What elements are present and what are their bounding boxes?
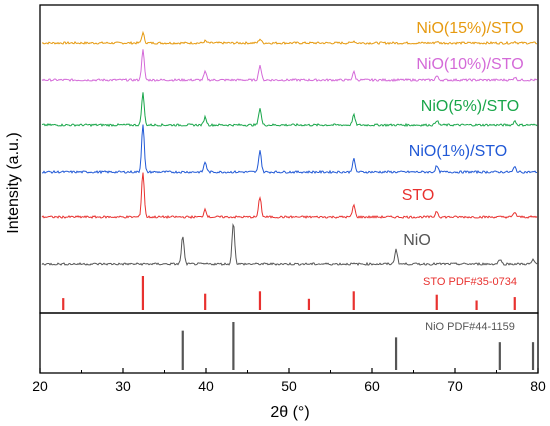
reference-label-0: STO PDF#35-0734	[423, 276, 517, 288]
series-label-2: NiO(5%)/STO	[421, 98, 519, 115]
series-line-1	[41, 49, 538, 83]
series-line-0	[41, 30, 538, 45]
y-axis-title: Intensity (a.u.)	[5, 132, 22, 233]
series-line-5	[41, 223, 538, 267]
series-label-4: STO	[402, 187, 435, 204]
reference-pattern-lines: STO PDF#35-0734 NiO PDF#44-1159	[62, 276, 535, 370]
series-label-0: NiO(15%)/STO	[416, 20, 523, 37]
series-label-3: NiO(1%)/STO	[409, 143, 507, 160]
series-line-2	[41, 92, 538, 128]
x-axis-title: 2θ (°)	[270, 404, 309, 421]
x-tick-label-5: 70	[447, 378, 463, 394]
diffraction-curves: NiO(15%)/STO NiO(10%)/STO NiO(5%)/STO NiO(1…	[41, 20, 538, 267]
x-tick-label-0: 20	[32, 378, 48, 394]
x-tick-label-1: 30	[115, 378, 131, 394]
series-line-4	[41, 172, 538, 220]
x-tick-label-6: 80	[530, 378, 546, 394]
x-tick-label-2: 40	[198, 378, 214, 394]
series-label-1: NiO(10%)/STO	[416, 56, 523, 73]
x-tick-label-3: 50	[281, 378, 297, 394]
series-label-5: NiO	[403, 232, 431, 249]
x-axis-ticks: 20 30 40 50 60 70 80	[32, 368, 546, 394]
series-line-3	[42, 124, 538, 175]
reference-label-1: NiO PDF#44-1159	[425, 321, 515, 333]
x-tick-label-4: 60	[364, 378, 380, 394]
